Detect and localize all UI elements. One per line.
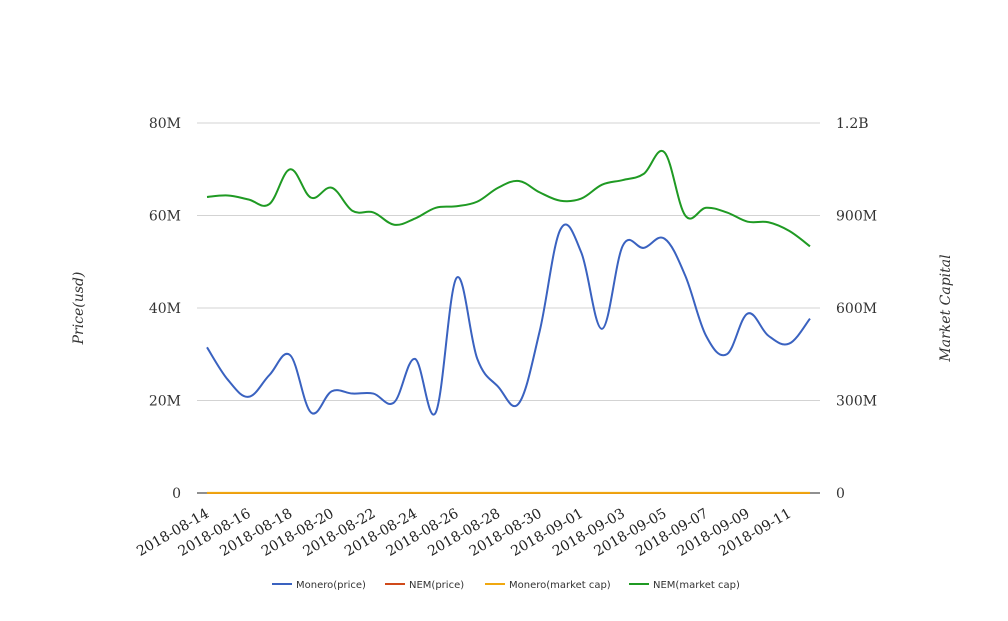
y2-tick-label: 0 [836,486,845,502]
y2-tick-label: 600M [836,301,877,317]
y2-tick-label: 1.2B [836,116,869,132]
y2-tick-label: 900M [836,209,877,225]
y2-axis-title: Market Capital [938,254,954,362]
gridlines [197,122,820,494]
y-tick-label: 20M [149,394,181,410]
x-axis: 2018-08-142018-08-162018-08-182018-08-20… [134,506,794,560]
series-lines [206,149,811,495]
legend-label: NEM(price) [409,580,464,591]
y-tick-label: 40M [149,301,181,317]
y-tick-label: 60M [149,209,181,225]
y-tick-label: 80M [149,116,181,132]
y2-tick-label: 300M [836,394,877,410]
right-y-axis: 0 300M 600M 900M 1.2B [836,116,877,502]
left-y-axis: 0 20M 40M 60M 80M [149,116,181,502]
legend-label: Monero(price) [296,580,366,591]
legend: Monero(price) NEM(price) Monero(market cap… [272,580,740,591]
series-line-nem-market-cap [206,149,811,248]
y-axis-title: Price(usd) [71,272,87,346]
legend-label: NEM(market cap) [653,580,740,591]
y-tick-label: 0 [172,486,181,502]
series-line-monero-price [206,223,811,416]
legend-label: Monero(market cap) [509,580,611,591]
